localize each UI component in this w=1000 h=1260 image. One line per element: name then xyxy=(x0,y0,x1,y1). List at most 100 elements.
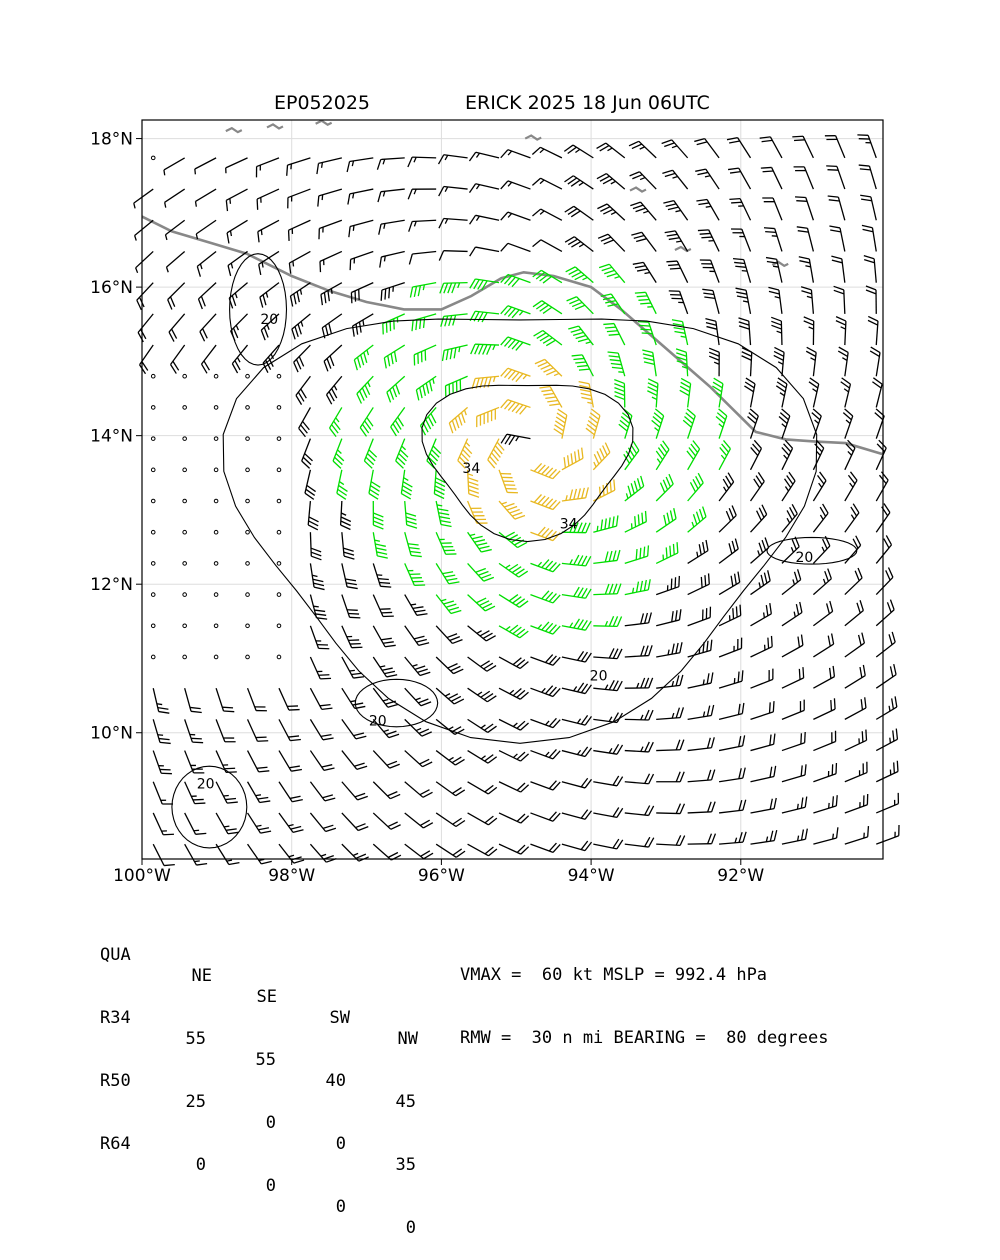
wind-barb xyxy=(468,719,497,732)
wind-barb xyxy=(532,209,561,220)
wind-barb xyxy=(593,550,620,563)
wind-barb xyxy=(185,719,203,742)
wind-barb xyxy=(794,167,814,189)
wind-barb xyxy=(782,700,804,720)
wind-barb xyxy=(719,572,740,595)
wind-barb xyxy=(442,345,467,361)
wind-barb xyxy=(687,441,700,470)
r50-sw: 0 xyxy=(318,1134,346,1155)
wind-barb xyxy=(562,619,591,630)
wind-barb xyxy=(185,813,207,834)
wind-barb xyxy=(405,626,429,646)
wind-barb xyxy=(719,768,745,782)
wind-barb xyxy=(310,719,333,739)
wind-barb xyxy=(829,226,844,251)
wind-barb xyxy=(501,150,531,158)
wind-barb xyxy=(468,595,495,611)
wind-barb xyxy=(427,439,441,469)
header-ne: NE xyxy=(178,966,212,987)
wind-barb xyxy=(369,470,380,499)
wind-barb xyxy=(501,368,531,381)
wind-barb xyxy=(405,563,425,585)
wind-barb xyxy=(412,314,436,331)
wind-barb xyxy=(782,472,795,501)
wind-barb xyxy=(813,731,835,751)
wind-barb xyxy=(439,187,468,197)
wind-barb xyxy=(762,198,782,220)
calm-marker xyxy=(183,468,187,472)
wind-barb xyxy=(619,409,632,439)
wind-barb xyxy=(625,774,654,784)
wind-barb xyxy=(373,595,394,617)
wind-barb xyxy=(656,707,683,719)
wind-barb xyxy=(694,139,719,158)
wind-barb xyxy=(843,409,852,439)
calm-marker xyxy=(183,655,187,659)
wind-barb xyxy=(834,286,845,314)
wind-barb xyxy=(320,251,342,272)
wind-barb xyxy=(342,626,363,648)
wind-barb xyxy=(530,591,560,603)
wind-barb xyxy=(688,834,716,845)
wind-barb xyxy=(195,189,216,207)
wind-barb xyxy=(751,798,777,813)
wind-barb xyxy=(719,800,746,813)
wind-barb xyxy=(751,537,769,563)
calm-marker xyxy=(183,406,187,410)
wind-barb xyxy=(562,587,591,598)
wind-barb xyxy=(436,782,465,796)
wind-barb xyxy=(342,813,368,831)
wind-barb xyxy=(499,470,518,493)
calm-marker xyxy=(277,468,281,472)
header-se: SE xyxy=(243,987,277,1008)
wind-barb xyxy=(342,719,366,738)
wind-barb xyxy=(185,688,202,712)
wind-barb xyxy=(248,782,271,803)
wind-barb xyxy=(310,626,329,649)
wind-barb xyxy=(876,664,896,688)
wind-barb xyxy=(153,782,173,804)
wind-barb xyxy=(688,737,715,750)
contour-label: 20 xyxy=(795,550,813,566)
contour-label: 34 xyxy=(462,461,480,477)
y-tick-label: 16°N xyxy=(90,278,133,298)
calm-marker xyxy=(214,437,218,441)
r34-sw: 40 xyxy=(318,1071,346,1092)
wind-barb xyxy=(597,204,624,220)
calm-marker xyxy=(183,499,187,503)
wind-barb xyxy=(408,189,436,199)
wind-barb xyxy=(564,176,593,189)
wind-barb xyxy=(279,751,302,772)
wind-barb xyxy=(801,287,813,314)
wind-barb xyxy=(216,844,239,864)
wind-barb xyxy=(813,601,832,626)
wind-barb xyxy=(534,330,562,345)
wind-barb xyxy=(341,501,351,529)
calm-marker xyxy=(277,437,281,441)
wind-barb xyxy=(387,376,405,402)
wind-barb xyxy=(719,670,743,688)
wind-barb xyxy=(845,762,867,782)
wind-barb xyxy=(364,439,376,469)
wind-barb xyxy=(310,595,327,620)
wind-barb xyxy=(337,470,348,499)
r64-nw: 0 xyxy=(388,1218,416,1239)
wind-barb xyxy=(630,202,656,220)
wind-barb xyxy=(499,719,529,730)
calm-marker xyxy=(183,437,187,441)
wind-barb xyxy=(439,218,468,228)
wind-barb xyxy=(562,778,592,788)
wind-barb xyxy=(310,532,321,560)
wind-barb xyxy=(593,584,621,595)
wind-barb xyxy=(226,158,248,173)
wind-barb xyxy=(864,256,876,283)
wind-barb xyxy=(409,220,436,231)
calm-marker xyxy=(277,655,281,659)
r50-nw: 35 xyxy=(388,1155,416,1176)
wind-barb xyxy=(845,504,859,533)
wind-barb xyxy=(310,751,334,771)
wind-barb xyxy=(405,782,433,798)
wind-barb xyxy=(845,794,868,813)
wind-barb xyxy=(348,189,373,204)
header-sw: SW xyxy=(316,1008,350,1029)
